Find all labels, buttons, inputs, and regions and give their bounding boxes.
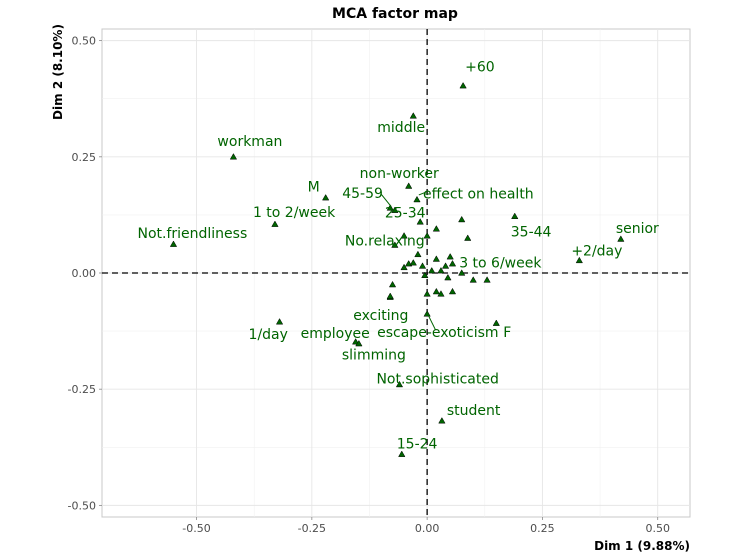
- point-label: senior: [616, 221, 659, 237]
- category-point: [438, 417, 446, 424]
- category-point: [271, 220, 279, 227]
- category-point: [575, 256, 583, 264]
- x-tick-label: 0.50: [645, 522, 670, 535]
- category-point: [275, 318, 284, 325]
- point-label: 1/day: [249, 327, 288, 343]
- category-point: [492, 319, 500, 326]
- y-axis-title: Dim 2 (8.10%): [51, 24, 65, 120]
- point-label: student: [447, 403, 501, 419]
- category-point: [398, 450, 406, 457]
- point-label: workman: [217, 134, 282, 150]
- category-point: [229, 153, 238, 160]
- label-leader-line: [426, 312, 436, 330]
- category-point: [409, 112, 417, 119]
- point-label: 15-24: [397, 436, 438, 452]
- category-point: [444, 273, 452, 281]
- point-label: 35-44: [511, 224, 552, 240]
- x-axis-title: Dim 1 (9.88%): [594, 539, 690, 553]
- category-point: [459, 81, 467, 89]
- category-point: [395, 380, 404, 388]
- category-point: [464, 234, 472, 241]
- y-tick-label: -0.25: [68, 383, 96, 396]
- point-label: M: [308, 180, 320, 196]
- point-label: employee: [301, 326, 370, 342]
- category-point: [391, 206, 399, 213]
- category-point: [416, 218, 424, 225]
- point-label: exciting: [353, 308, 408, 324]
- y-tick-label: 0.50: [72, 35, 97, 48]
- category-point: [448, 287, 457, 295]
- category-point: [409, 259, 417, 266]
- category-point: [400, 263, 408, 271]
- category-point: [352, 338, 360, 345]
- category-point: [391, 241, 399, 248]
- point-label: middle: [377, 120, 425, 136]
- point-label: escape-exoticism: [377, 325, 498, 341]
- category-point: [437, 290, 445, 297]
- category-point: [414, 250, 422, 258]
- x-tick-label: 0.25: [530, 522, 555, 535]
- category-point: [423, 290, 431, 297]
- category-point: [617, 235, 625, 242]
- label-leader-line: [418, 191, 428, 196]
- category-point: [446, 253, 454, 260]
- y-tick-label: 0.00: [72, 267, 97, 280]
- category-point: [458, 269, 466, 276]
- label-leader-line: [380, 193, 392, 207]
- point-label: Not.friendliness: [137, 226, 247, 242]
- category-point: [432, 287, 440, 295]
- point-label: effect on health: [423, 187, 534, 203]
- category-point: [423, 232, 431, 239]
- category-point: [483, 276, 491, 283]
- point-label: F: [503, 325, 511, 341]
- point-label: 45-59: [342, 186, 383, 202]
- category-point: [428, 266, 436, 274]
- category-point: [432, 225, 440, 232]
- point-label: 3 to 6/week: [459, 256, 542, 272]
- y-tick-label: 0.25: [72, 151, 97, 164]
- point-labels: +60 middle workman non-worker M effect on hea…: [137, 60, 659, 453]
- chart-title: MCA factor map: [332, 6, 458, 22]
- category-point: [469, 276, 477, 283]
- category-point: [413, 195, 421, 203]
- y-tick-label: -0.50: [68, 499, 96, 512]
- point-label: 1 to 2/week: [253, 205, 336, 221]
- grid-lines: [102, 29, 690, 517]
- point-label: Not.sophisticated: [376, 372, 498, 388]
- category-point: [437, 266, 445, 274]
- category-point: [400, 232, 408, 239]
- category-point: [421, 271, 429, 278]
- points: [169, 81, 625, 457]
- point-label: non-worker: [360, 166, 439, 182]
- category-point: [386, 292, 394, 299]
- category-point: [355, 339, 363, 347]
- category-point: [441, 262, 450, 269]
- point-label: +2/day: [571, 243, 622, 259]
- x-tick-label: -0.25: [298, 522, 326, 535]
- category-point: [418, 262, 427, 269]
- point-label: No.relaxing: [345, 233, 425, 249]
- category-point: [388, 280, 397, 288]
- point-label: slimming: [342, 348, 406, 364]
- x-tick-label: 0.00: [415, 522, 440, 535]
- category-point: [169, 240, 178, 247]
- point-label: 25-34: [385, 205, 426, 221]
- category-point: [458, 215, 466, 223]
- axes: -0.50 -0.25 0.00 0.25 0.50 0.50 0.25 0.00 -0.25 -…: [68, 35, 670, 535]
- category-point: [322, 194, 330, 201]
- category-point: [386, 204, 394, 211]
- category-point: [432, 255, 440, 262]
- category-point: [448, 260, 457, 267]
- x-tick-label: -0.50: [182, 522, 210, 535]
- category-point: [405, 182, 413, 189]
- category-point: [511, 212, 519, 219]
- point-label: +60: [465, 60, 495, 76]
